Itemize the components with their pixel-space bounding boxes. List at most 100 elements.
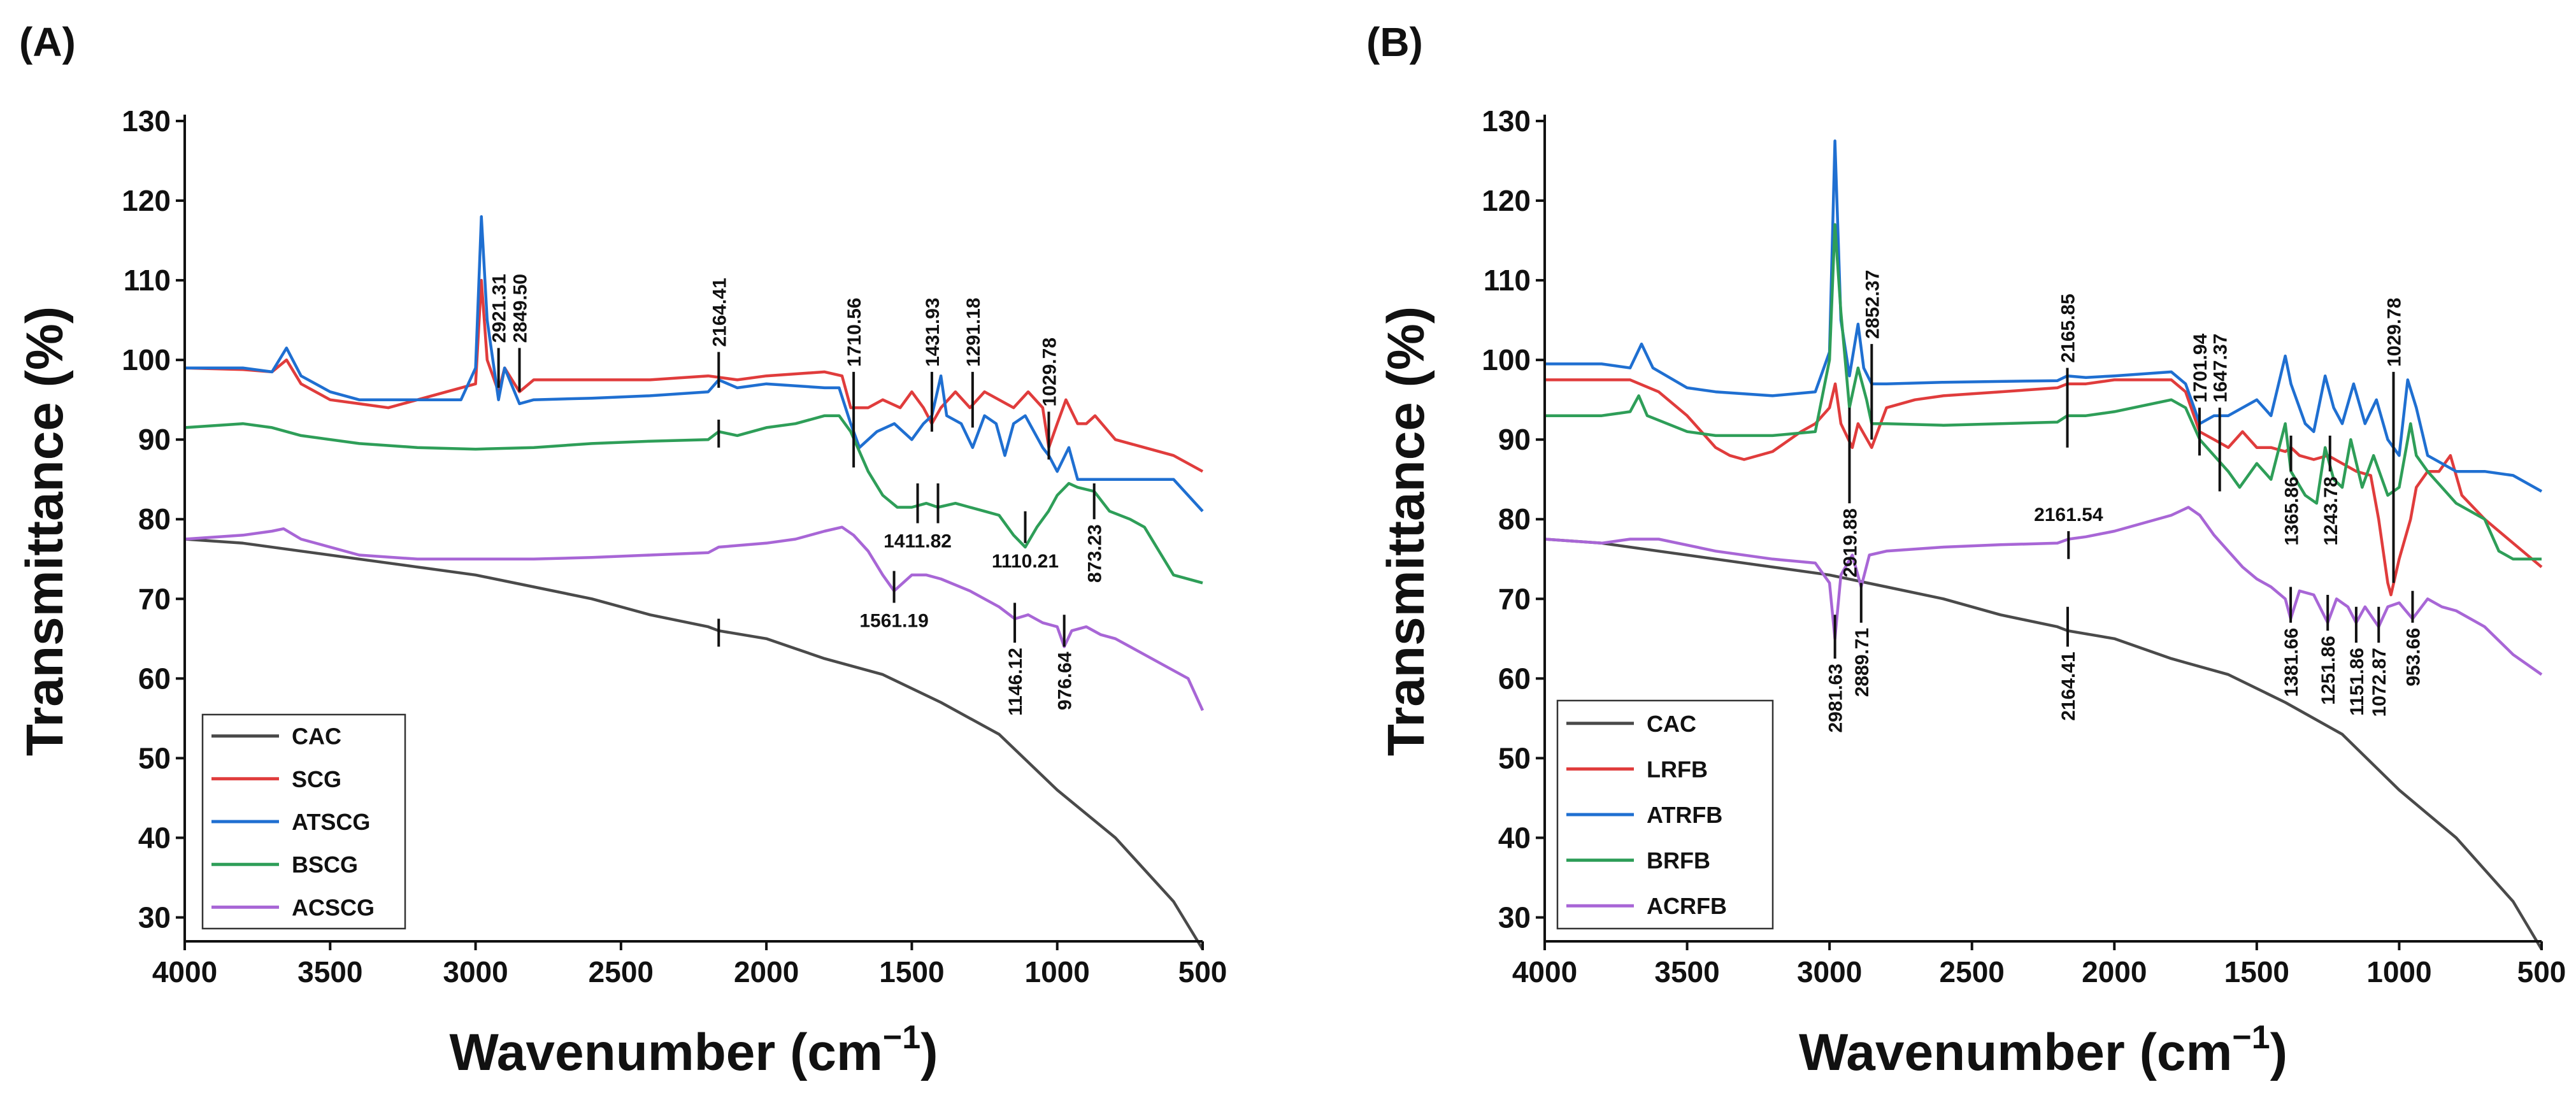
legend-label: CAC bbox=[292, 724, 341, 750]
x-tick-label: 1000 bbox=[1025, 955, 1090, 988]
x-tick-label: 500 bbox=[2517, 955, 2566, 988]
series-line-acscg bbox=[184, 525, 1205, 711]
y-tick-label: 100 bbox=[122, 343, 171, 376]
x-tick-label: 3500 bbox=[1654, 955, 1719, 988]
series-line-cac bbox=[184, 538, 1204, 950]
x-axis-title: Wavenumber (cm−1) bbox=[1799, 1019, 2287, 1081]
legend-label: LRFB bbox=[1647, 756, 1708, 782]
peak-label: 873.23 bbox=[1085, 524, 1106, 583]
peak-label: 1146.12 bbox=[1005, 648, 1026, 716]
x-tick-label: 500 bbox=[1178, 955, 1227, 988]
y-tick-label: 70 bbox=[1498, 582, 1531, 615]
y-tick-label: 60 bbox=[138, 662, 171, 695]
peak-label: 953.66 bbox=[2403, 628, 2424, 687]
y-axis-title: Transmittance (%) bbox=[1377, 306, 1435, 756]
y-tick-label: 80 bbox=[138, 503, 171, 536]
peak-label: 1072.87 bbox=[2369, 648, 2390, 717]
y-tick-label: 40 bbox=[1498, 821, 1531, 854]
peak-label: 2164.41 bbox=[2058, 652, 2079, 720]
peak-label: 1151.86 bbox=[2347, 648, 2368, 716]
y-tick-label: 90 bbox=[1498, 423, 1531, 456]
x-tick-label: 2500 bbox=[589, 955, 654, 988]
x-tick-label: 3500 bbox=[297, 955, 362, 988]
peak-label: 1561.19 bbox=[859, 611, 928, 632]
x-tick-label: 3000 bbox=[1797, 955, 1862, 988]
legend-label: ACSCG bbox=[292, 894, 375, 920]
peak-label: 1431.93 bbox=[922, 297, 943, 366]
legend: CAC SCG ATSCG BSCG ACSCG bbox=[201, 713, 406, 930]
peak-label: 1411.82 bbox=[884, 531, 952, 552]
y-tick-label: 70 bbox=[138, 582, 171, 615]
y-tick-label: 30 bbox=[1498, 901, 1531, 934]
y-tick-label: 130 bbox=[122, 104, 171, 138]
x-axis-title-main: Wavenumber (cm bbox=[1799, 1023, 2232, 1081]
peak-label: 2849.50 bbox=[510, 274, 531, 343]
y-axis-title: Transmittance (%) bbox=[16, 306, 74, 756]
peak-label: 2921.31 bbox=[489, 274, 510, 343]
legend-label: BRFB bbox=[1647, 848, 1710, 874]
y-tick-label: 60 bbox=[1498, 662, 1531, 695]
peak-label: 1701.94 bbox=[2190, 333, 2211, 403]
peak-label: 1110.21 bbox=[992, 551, 1059, 572]
peak-label: 1029.78 bbox=[2384, 297, 2405, 366]
x-axis-title-close: ) bbox=[2270, 1023, 2287, 1081]
peak-label: 1710.56 bbox=[844, 297, 865, 366]
peak-label: 976.64 bbox=[1055, 652, 1076, 710]
peak-label: 1365.86 bbox=[2282, 476, 2303, 545]
y-tick-label: 110 bbox=[1484, 264, 1531, 297]
x-axis-title-superscript: −1 bbox=[883, 1019, 920, 1056]
x-axis-title: Wavenumber (cm−1) bbox=[449, 1019, 938, 1081]
x-tick-label: 4000 bbox=[1512, 955, 1577, 988]
peak-label: 2919.88 bbox=[1840, 508, 1861, 577]
legend-label: SCG bbox=[292, 766, 341, 792]
panel-a: (A) 30 40 50 60 70 80 90 100 110 120 130 4000 3500 300… bbox=[16, 19, 1227, 1081]
peak-label: 1251.86 bbox=[2318, 636, 2339, 704]
x-axis-title-main: Wavenumber (cm bbox=[449, 1023, 882, 1081]
y-tick-label: 120 bbox=[122, 184, 171, 217]
x-axis-title-superscript: −1 bbox=[2232, 1019, 2270, 1056]
y-tick-label: 80 bbox=[1498, 503, 1531, 536]
x-tick-label: 2000 bbox=[2082, 955, 2147, 988]
y-tick-label: 120 bbox=[1482, 184, 1531, 217]
peak-label: 1029.78 bbox=[1039, 338, 1060, 406]
x-tick-label: 1500 bbox=[879, 955, 944, 988]
y-tick-label: 30 bbox=[138, 901, 171, 934]
peak-label: 2981.63 bbox=[1826, 664, 1847, 732]
y-tick-label: 130 bbox=[1482, 104, 1531, 138]
legend-label: ATRFB bbox=[1647, 802, 1722, 828]
series-line-atscg bbox=[185, 215, 1204, 513]
legend-label: ACRFB bbox=[1647, 893, 1727, 919]
x-tick-label: 2000 bbox=[734, 955, 799, 988]
y-tick-label: 50 bbox=[138, 741, 171, 774]
series-line-lrfb bbox=[1545, 378, 2543, 597]
y-tick-label: 90 bbox=[138, 423, 171, 456]
peak-label: 1381.66 bbox=[2281, 628, 2302, 697]
peak-label: 2165.85 bbox=[2058, 294, 2079, 362]
peak-label: 2889.71 bbox=[1852, 628, 1873, 697]
x-tick-label: 4000 bbox=[152, 955, 217, 988]
legend: CAC LRFB ATRFB BRFB ACRFB bbox=[1556, 699, 1774, 930]
panel-b: (B) 30 40 50 60 70 80 90 100 110 120 130 4000 3500 300… bbox=[1366, 19, 2566, 1081]
x-tick-label: 1000 bbox=[2366, 955, 2431, 988]
y-tick-label: 50 bbox=[1498, 741, 1531, 774]
legend-label: ATSCG bbox=[292, 809, 370, 835]
peak-label: 1243.78 bbox=[2321, 476, 2342, 545]
legend-label: BSCG bbox=[292, 852, 358, 878]
peak-label: 2164.41 bbox=[709, 278, 730, 346]
y-tick-label: 110 bbox=[124, 264, 171, 297]
peak-label: 2161.54 bbox=[2034, 504, 2103, 525]
peak-label: 2852.37 bbox=[1862, 270, 1883, 339]
series-line-cac bbox=[1544, 538, 2543, 950]
x-tick-label: 1500 bbox=[2224, 955, 2289, 988]
x-tick-label: 3000 bbox=[443, 955, 508, 988]
x-axis-title-close: ) bbox=[920, 1023, 938, 1081]
y-tick-label: 40 bbox=[138, 821, 171, 854]
series-line-bscg bbox=[184, 414, 1203, 585]
series-group bbox=[184, 215, 1205, 950]
panel-label: (A) bbox=[19, 19, 76, 65]
legend-label: CAC bbox=[1647, 711, 1696, 737]
x-tick-label: 2500 bbox=[1940, 955, 2005, 988]
y-tick-label: 100 bbox=[1482, 343, 1531, 376]
peak-label: 1291.18 bbox=[963, 297, 984, 366]
